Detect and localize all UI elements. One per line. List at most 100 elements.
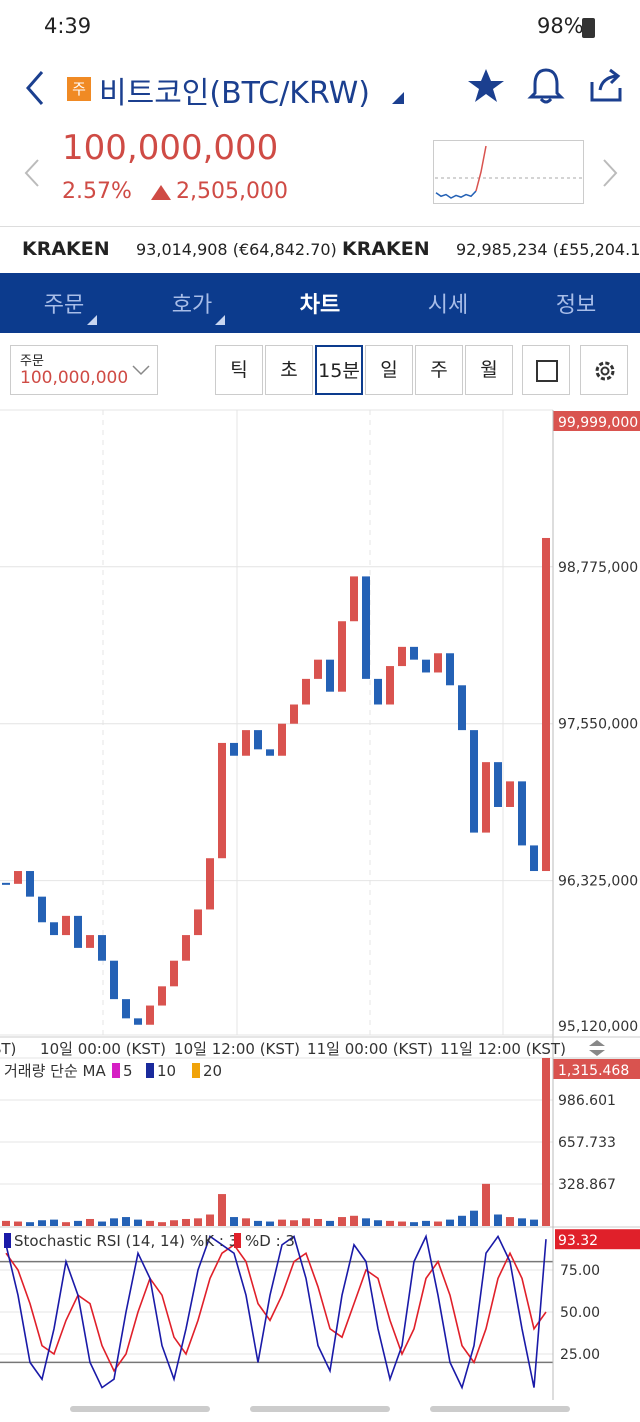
volume-bar <box>26 1222 34 1226</box>
volume-bar <box>2 1220 10 1226</box>
stoch-title-text: Stochastic RSI (14, 14) <box>14 1232 185 1250</box>
candle <box>230 742 238 756</box>
candle <box>110 960 118 1000</box>
candle <box>362 576 370 679</box>
candle <box>14 871 22 884</box>
charts: 95,120,000 96,325,000 97,550,000 98,775,000… <box>0 409 640 1400</box>
volume-bar <box>518 1218 526 1226</box>
volume-bar <box>542 1058 550 1226</box>
legend-swatch <box>4 1233 11 1248</box>
back-button[interactable] <box>20 68 50 108</box>
candle <box>38 896 46 923</box>
candle <box>218 742 226 859</box>
nav-handle <box>250 1406 390 1412</box>
tab[interactable]: 호가 <box>171 293 213 318</box>
y-tick-label: 97,550,000 <box>558 717 638 733</box>
tab-bar: 주문 호가 차트 시세 정보 <box>0 273 640 333</box>
y-tick-label: 657.733 <box>558 1135 616 1151</box>
volume-bar <box>194 1218 202 1226</box>
candle <box>290 704 298 724</box>
candle <box>74 915 82 948</box>
candle <box>134 1018 142 1025</box>
volume-bar <box>134 1219 142 1226</box>
candle <box>26 871 34 897</box>
candle <box>194 909 202 936</box>
volume-bar <box>38 1220 46 1226</box>
badge: 주 <box>67 77 91 101</box>
legend-label: 10 <box>157 1062 176 1080</box>
volume-bar <box>122 1217 130 1226</box>
y-tick-label: 986.601 <box>558 1093 616 1109</box>
volume-bar <box>182 1218 190 1226</box>
favorite-star[interactable] <box>466 66 506 106</box>
volume-bar <box>446 1219 454 1226</box>
title[interactable]: 비트코인(BTC/KRW) <box>99 76 370 111</box>
prev-arrow[interactable] <box>22 158 42 188</box>
candle <box>482 762 490 833</box>
candle <box>458 685 466 731</box>
legend-label: 20 <box>203 1062 222 1080</box>
volume-title: 거래량 단순 MA <box>4 1062 106 1080</box>
title-dropdown[interactable] <box>390 90 406 106</box>
y-tick-label: 98,775,000 <box>558 560 638 576</box>
candle <box>506 781 514 807</box>
candle <box>530 845 538 872</box>
settings-button[interactable] <box>580 345 628 395</box>
period-button[interactable]: 15분 <box>315 345 363 395</box>
volume-bar <box>398 1221 406 1226</box>
period-button[interactable]: 일 <box>365 345 413 395</box>
next-arrow[interactable] <box>600 158 620 188</box>
volume-bar <box>170 1220 178 1226</box>
volume-bar <box>266 1221 274 1226</box>
tab[interactable]: 주문 <box>43 293 85 318</box>
volume-bar <box>110 1218 118 1226</box>
candle <box>254 730 262 750</box>
nav-handle <box>430 1406 570 1412</box>
exchange-price: 92,985,234 (£55,204.10) <box>456 240 640 259</box>
tab[interactable]: 차트 <box>299 293 341 318</box>
candle <box>302 678 310 705</box>
current-value: 93.32 <box>558 1233 598 1249</box>
volume-bar <box>386 1220 394 1226</box>
candle <box>62 915 70 936</box>
candle <box>122 999 130 1019</box>
candle <box>326 659 334 692</box>
candle <box>494 762 502 807</box>
volume-bar <box>410 1222 418 1226</box>
period-button[interactable]: 주 <box>415 345 463 395</box>
layout-button[interactable] <box>522 345 570 395</box>
candle <box>2 882 10 885</box>
volume-bar <box>374 1220 382 1226</box>
x-tick-label: 10일 00:00 (KST) <box>40 1040 166 1058</box>
exchange-name: KRAKEN <box>342 238 430 260</box>
legend-label: 5 <box>123 1062 133 1080</box>
order-dropdown[interactable]: 주문 100,000,000 <box>10 345 158 395</box>
y-tick-label: 99,999,000 <box>558 415 638 431</box>
period-button[interactable]: 초 <box>265 345 313 395</box>
volume-bar <box>422 1220 430 1226</box>
period-button[interactable]: 월 <box>465 345 513 395</box>
volume-bar <box>254 1220 262 1226</box>
tab[interactable]: 정보 <box>555 293 597 318</box>
alert-bell[interactable] <box>526 66 566 106</box>
up-triangle <box>151 185 171 200</box>
exchange-price: 93,014,908 (€64,842.70) <box>136 240 337 259</box>
candle <box>86 935 94 948</box>
volume-bar <box>494 1214 502 1226</box>
volume-bar <box>206 1214 214 1226</box>
candle <box>398 646 406 667</box>
tab[interactable]: 시세 <box>427 293 469 318</box>
nav-handle <box>70 1406 210 1412</box>
period-button[interactable]: 틱 <box>215 345 263 395</box>
gear-icon <box>595 361 615 381</box>
volume-bar <box>326 1220 334 1226</box>
status-battery: 98% <box>537 14 584 38</box>
candle <box>542 537 550 872</box>
volume-bar <box>278 1219 286 1226</box>
share-button[interactable] <box>586 66 626 106</box>
volume-bar <box>290 1220 298 1226</box>
candle <box>98 935 106 961</box>
status-time: 4:39 <box>44 14 92 38</box>
stoch-line <box>5 1243 547 1373</box>
